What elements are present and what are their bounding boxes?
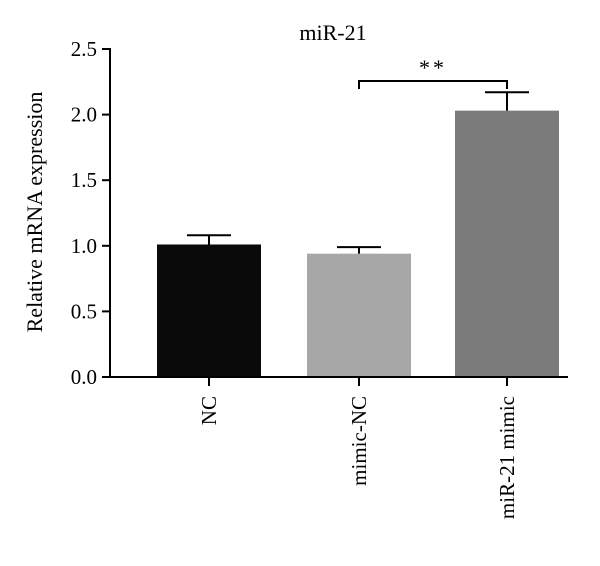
y-tick-label: 0.0	[71, 365, 97, 389]
y-tick-label: 2.5	[71, 37, 97, 61]
x-category-label: miR-21 mimic	[495, 396, 519, 519]
x-category-label: mimic-NC	[347, 396, 371, 486]
y-tick-label: 2.0	[71, 103, 97, 127]
bar	[157, 244, 261, 377]
y-tick-label: 1.5	[71, 168, 97, 192]
significance-label: **	[419, 55, 447, 80]
bar	[455, 110, 559, 377]
y-axis-label: Relative mRNA expression	[22, 92, 47, 333]
bar	[307, 253, 411, 377]
chart-title: miR-21	[299, 20, 366, 45]
y-tick-label: 0.5	[71, 299, 97, 323]
x-category-label: NC	[197, 396, 221, 425]
plot-area: 0.0 0.5 1.0 1.5 2.0 2.5 NC mimic-NC miR-21 mimic…	[71, 37, 568, 519]
y-tick-label: 1.0	[71, 234, 97, 258]
significance-bracket	[358, 80, 508, 89]
